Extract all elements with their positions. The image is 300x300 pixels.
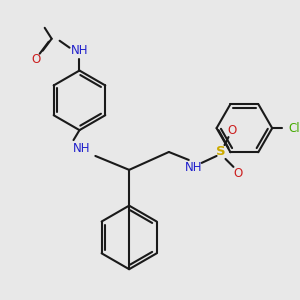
Text: NH: NH [185,161,202,174]
Text: Cl: Cl [288,122,300,135]
Text: NH: NH [73,142,90,154]
Text: NH: NH [71,44,88,57]
Text: O: O [228,124,237,136]
Text: O: O [234,167,243,180]
Text: S: S [216,146,225,158]
Text: O: O [31,53,40,66]
